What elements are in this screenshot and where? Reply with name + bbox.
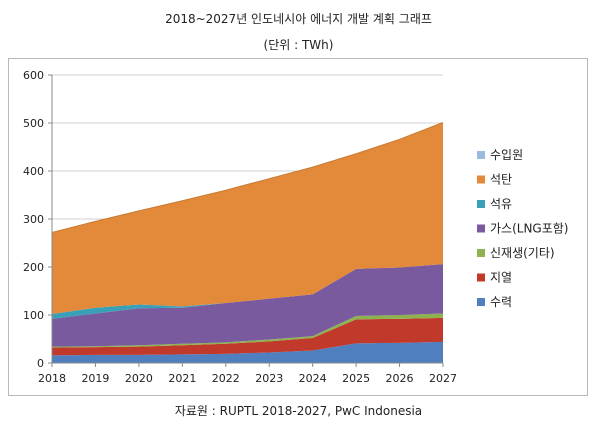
legend-label: 신재생(기타) (490, 246, 555, 260)
y-tick-label: 200 (23, 261, 44, 274)
x-tick-label: 2023 (255, 372, 283, 385)
x-tick-label: 2024 (299, 372, 327, 385)
legend-label: 지열 (490, 271, 512, 285)
area-series (51, 122, 444, 363)
chart-unit: (단위 : TWh) (263, 38, 334, 52)
area-series-0 (52, 341, 443, 363)
y-tick-label: 100 (23, 309, 44, 322)
x-tick-label: 2021 (168, 372, 196, 385)
chart-title: 2018~2027년 인도네시아 에너지 개발 계획 그래프 (165, 12, 432, 26)
chart-frame (8, 58, 588, 396)
legend-swatch (477, 298, 485, 306)
legend-swatch (477, 175, 485, 184)
stack-top-outline (51, 122, 444, 233)
area-series-4 (52, 264, 443, 319)
y-tick-label: 400 (23, 165, 44, 178)
y-tick-label: 600 (23, 69, 44, 82)
legend-swatch (477, 200, 485, 208)
y-tick-label: 300 (23, 213, 44, 226)
legend-swatch (477, 151, 485, 159)
x-tick-label: 2025 (342, 372, 370, 385)
area-series-5 (52, 122, 443, 315)
legend-label: 수력 (490, 295, 512, 309)
legend-swatch (477, 249, 485, 257)
x-tick-label: 2018 (38, 372, 66, 385)
x-tick-label: 2027 (429, 372, 457, 385)
legend-swatch (477, 273, 485, 282)
area-series-3 (52, 264, 443, 347)
y-tick-label: 0 (37, 357, 44, 370)
legend-label: 가스(LNG포함) (490, 222, 569, 236)
area-series-2 (52, 313, 443, 348)
legend-label: 석탄 (490, 173, 512, 187)
legend-label: 석유 (490, 197, 512, 211)
axes: 0 100 200 300 400 500 600 2018 2019 2020 2021 2022 2… (23, 69, 457, 385)
source-note: 자료원 : RUPTL 2018-2027, PwC Indonesia (174, 404, 423, 418)
x-tick-label: 2022 (212, 372, 240, 385)
x-tick-label: 2026 (386, 372, 414, 385)
area-series-1 (52, 317, 443, 356)
x-tick-label: 2020 (125, 372, 153, 385)
legend-label: 수입원 (490, 148, 523, 162)
y-tick-label: 500 (23, 117, 44, 130)
x-tick-label: 2019 (81, 372, 109, 385)
legend-swatch (477, 224, 485, 233)
